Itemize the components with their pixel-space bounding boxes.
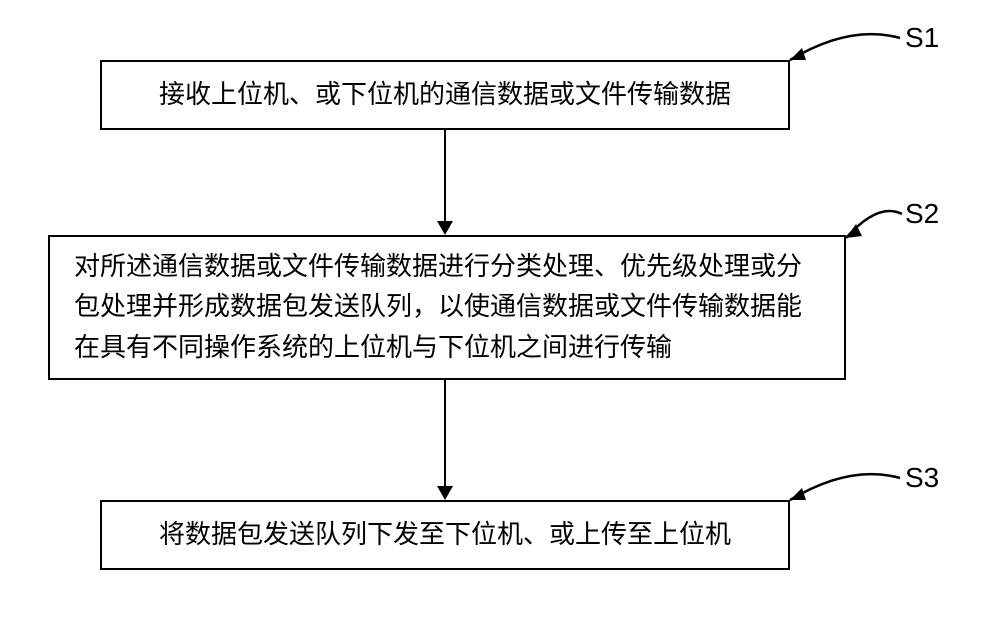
arrow-s1-s2-line bbox=[444, 130, 446, 221]
arrow-s2-s3-line bbox=[444, 380, 446, 486]
step-box-s2: 对所述通信数据或文件传输数据进行分类处理、优先级处理或分包处理并形成数据包发送队… bbox=[48, 235, 846, 380]
arrow-s1-s2-head bbox=[437, 221, 453, 235]
step-label-s3-text: S3 bbox=[905, 462, 939, 493]
step-box-s1: 接收上位机、或下位机的通信数据或文件传输数据 bbox=[100, 60, 790, 130]
flowchart-canvas: 接收上位机、或下位机的通信数据或文件传输数据 对所述通信数据或文件传输数据进行分… bbox=[0, 0, 1000, 621]
callout-arrow-s1 bbox=[780, 30, 910, 70]
step-label-s1-text: S1 bbox=[905, 22, 939, 53]
callout-arrow-s3 bbox=[780, 470, 910, 510]
step-label-s2-text: S2 bbox=[905, 198, 939, 229]
step-label-s3: S3 bbox=[905, 462, 939, 494]
callout-arrow-s2 bbox=[838, 206, 910, 246]
step-text-s1: 接收上位机、或下位机的通信数据或文件传输数据 bbox=[159, 75, 731, 115]
arrow-s2-s3-head bbox=[437, 486, 453, 500]
step-box-s3: 将数据包发送队列下发至下位机、或上传至上位机 bbox=[100, 500, 790, 570]
step-text-s2: 对所述通信数据或文件传输数据进行分类处理、优先级处理或分包处理并形成数据包发送队… bbox=[74, 247, 820, 368]
step-text-s3: 将数据包发送队列下发至下位机、或上传至上位机 bbox=[159, 515, 731, 555]
step-label-s1: S1 bbox=[905, 22, 939, 54]
step-label-s2: S2 bbox=[905, 198, 939, 230]
